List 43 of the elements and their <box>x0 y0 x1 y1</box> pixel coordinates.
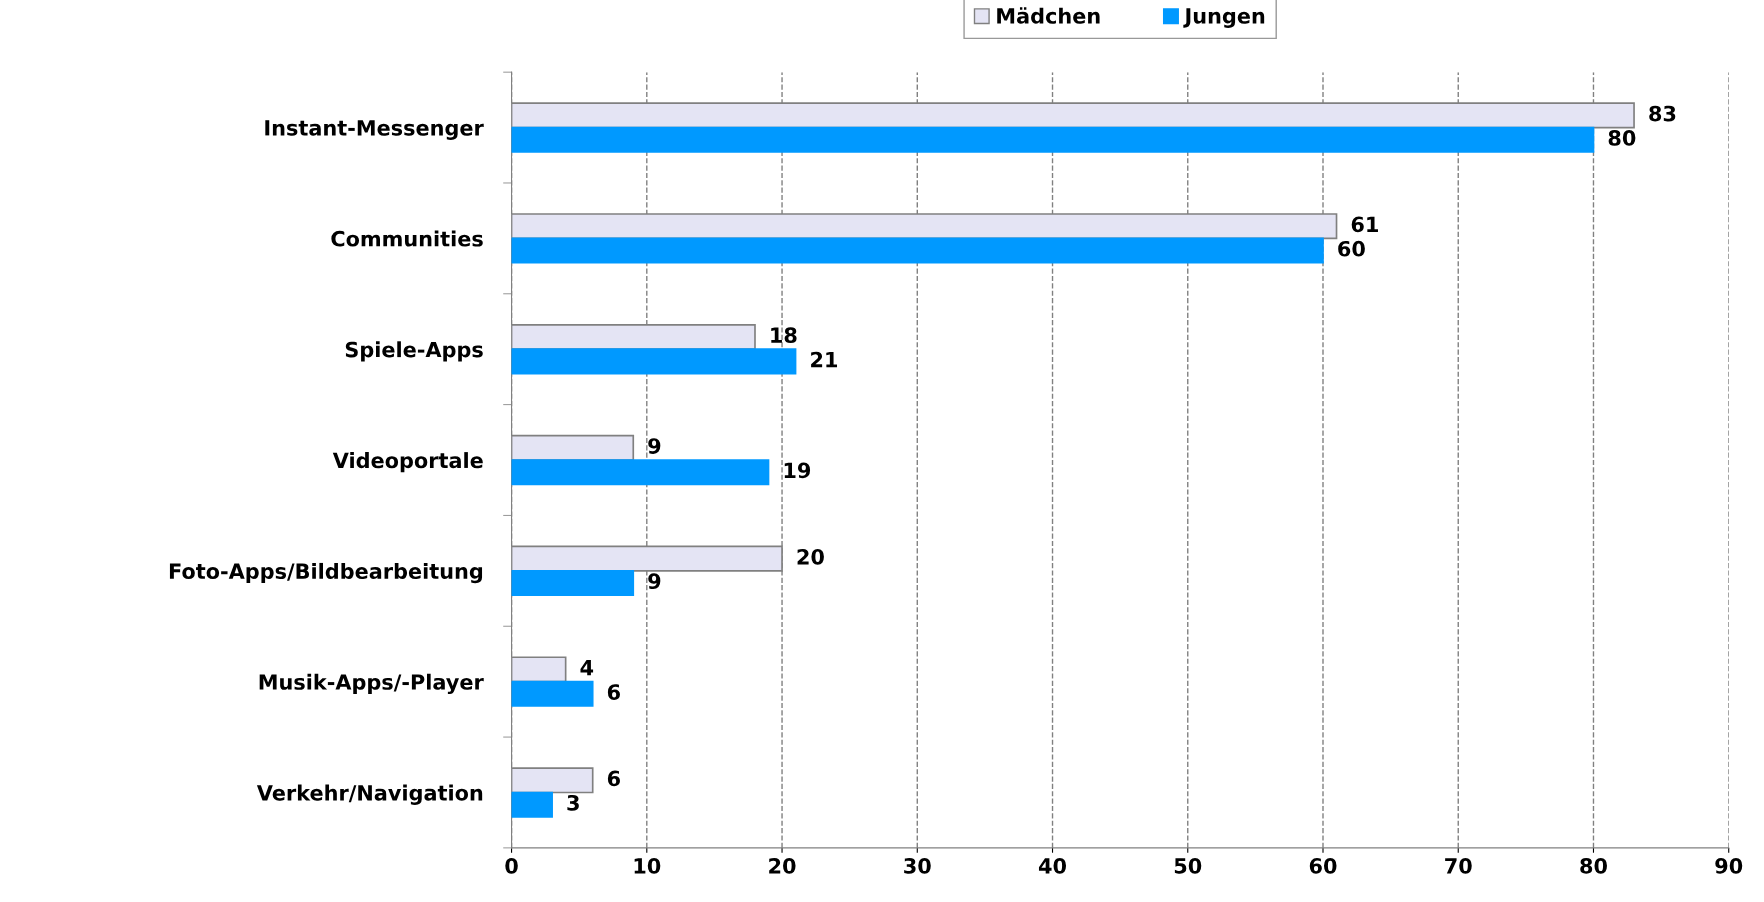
x-tick-label: 0 <box>505 857 518 874</box>
y-tick-label: Communities <box>331 230 483 247</box>
bar <box>511 434 635 461</box>
data-label: 18 <box>771 327 797 344</box>
data-label: 4 <box>580 660 594 676</box>
y-tick-label: Videoportale <box>332 452 483 473</box>
y-tick-label: Spiele-Apps <box>345 341 483 362</box>
bar <box>511 237 1324 264</box>
y-tick-label: Verkehr/Navigation <box>256 784 483 805</box>
bar <box>511 126 1595 153</box>
x-tick-label: 50 <box>1174 857 1202 874</box>
y-tick-label: Foto-Apps/Bildbearbeitung <box>169 562 483 584</box>
x-tick-label: 40 <box>1038 857 1067 874</box>
x-tick-label: 70 <box>1445 857 1472 874</box>
data-label: 21 <box>811 351 838 368</box>
x-tick-label: 80 <box>1580 857 1607 874</box>
bar <box>511 459 770 486</box>
data-label: 9 <box>648 573 661 590</box>
bar <box>511 767 594 794</box>
data-label: 6 <box>607 770 620 787</box>
bar <box>511 656 567 683</box>
x-tick-label: 10 <box>634 857 661 874</box>
data-label: 61 <box>1351 216 1378 233</box>
data-label: 83 <box>1649 105 1676 122</box>
bar <box>511 348 797 375</box>
bar <box>511 570 635 597</box>
x-tick-label: 60 <box>1309 857 1337 874</box>
data-label: 3 <box>567 794 579 811</box>
bar <box>511 680 594 707</box>
data-label: 6 <box>607 684 620 700</box>
bar <box>511 791 553 818</box>
y-tick-label: Instant-Messenger <box>265 120 484 140</box>
data-label: 60 <box>1338 240 1365 257</box>
data-label: 9 <box>648 438 661 454</box>
data-label: 19 <box>784 462 811 479</box>
data-label: 80 <box>1608 130 1636 146</box>
data-label: 20 <box>797 548 824 565</box>
y-tick-label: Musik-Apps/-Player <box>259 673 484 695</box>
x-tick-label: 20 <box>769 857 796 874</box>
x-tick-label: 90 <box>1715 857 1743 874</box>
legend-label: Mädchen <box>997 7 1100 24</box>
legend-label: Jungen <box>1183 8 1265 28</box>
x-tick-label: 30 <box>904 857 931 874</box>
